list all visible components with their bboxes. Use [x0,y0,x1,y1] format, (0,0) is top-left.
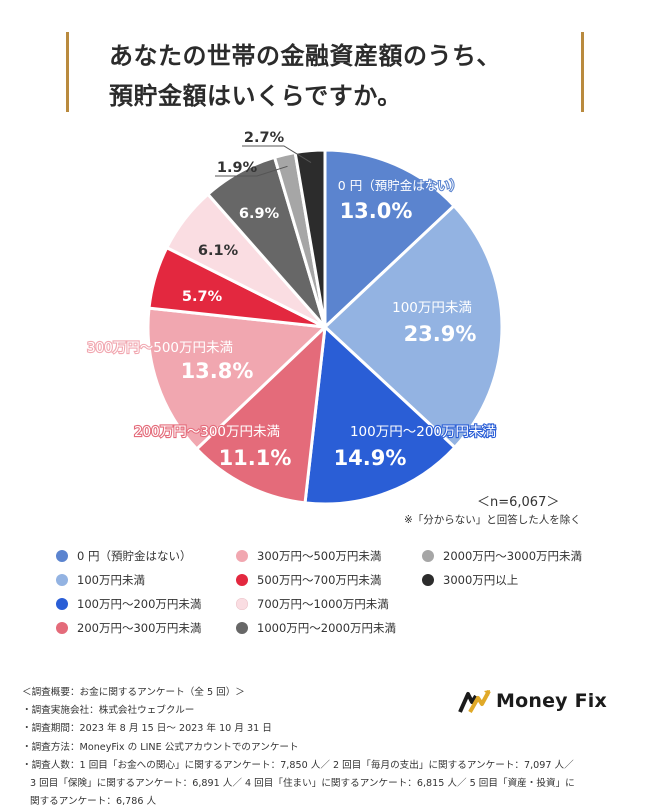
money-fix-logo: Money Fix [458,688,607,714]
legend-label: 3000万円以上 [443,573,519,587]
legend-swatch [236,598,248,610]
slice-value: 2.7% [244,130,285,146]
legend-swatch [236,550,248,562]
legend-item: 2000万円～3000万円未満 [422,548,582,564]
sample-size-note: ＜n=6,067＞ [477,495,560,510]
legend-swatch [56,598,68,610]
legend-item: 700万円～1000万円未満 [236,596,389,612]
chart-title-line2: 預貯金額はいくらですか。 [109,82,402,110]
legend-item: 0 円（預貯金はない） [56,548,191,564]
legend-label: 1000万円～2000万円未満 [257,621,397,635]
legend-item: 3000万円以上 [422,572,518,588]
pie-slice [303,325,457,506]
slice-label: 200万円～300万円未満 [134,424,280,440]
exclusion-note: ※「分からない」と回答した人を除く [404,514,581,526]
slice-label: 0 円（預貯金はない） [338,178,462,193]
legend-label: 2000万円～3000万円未満 [443,549,583,563]
slice-value: 13.8% [181,359,254,383]
slice-label: 100万円未満 [392,300,472,316]
legend-swatch [56,622,68,634]
leader-line [215,165,288,177]
slice-label: 100万円～200万円未満 [350,424,496,440]
legend-label: 500万円～700万円未満 [257,573,382,587]
slice-value: 14.9% [334,446,407,470]
slice-value: 6.9% [239,206,280,222]
legend-label: 300万円～500万円未満 [257,549,382,563]
pie-slice [146,306,327,451]
money-fix-logo-icon [458,690,491,713]
legend-item: 500万円～700万円未満 [236,572,381,588]
survey-line: ・調査期間：2023 年 8 月 15 日～ 2023 年 10 月 31 日 [22,723,272,735]
slice-value: 23.9% [404,322,477,346]
survey-summary: ＜調査概要：お金に関するアンケート（全 5 回）＞ ・調査実施会社：株式会社ウェ… [22,684,632,811]
legend-swatch [236,622,248,634]
survey-line: 関するアンケート：6,786 人 [30,796,157,808]
slice-value: 11.1% [219,446,292,470]
survey-line: ・調査人数：1 回目「お金への関心」に関するアンケート：7,850 人／ 2 回… [22,759,574,771]
survey-line: ・調査実施会社：株式会社ウェブクルー [22,705,195,717]
legend-item: 1000万円～2000万円未満 [236,620,396,636]
slice-label: 300万円～500万円未満 [87,340,233,356]
legend-label: 700万円～1000万円未満 [257,597,389,611]
survey-line: 3 回目「保険」に関するアンケート：6,891 人／ 4 回目「住まい」に関する… [30,778,575,790]
slice-value: 1.9% [217,160,258,176]
slice-value: 5.7% [182,289,223,305]
pie-slice [323,204,504,449]
legend-label: 100万円～200万円未満 [77,597,202,611]
slice-value: 13.0% [340,199,413,223]
slice-value: 6.1% [198,243,239,259]
leader-line [242,145,312,164]
legend: 0 円（預貯金はない） 100万円未満 100万円～200万円未満 200万円～300… [56,548,616,648]
legend-swatch [422,574,434,586]
legend-item: 100万円未満 [56,572,145,588]
pie-slice [195,325,327,505]
pie-slice [323,148,456,329]
legend-swatch [56,550,68,562]
legend-item: 100万円～200万円未満 [56,596,201,612]
legend-item: 200万円～300万円未満 [56,620,201,636]
survey-line: ・調査方法：MoneyFix の LINE 公式アカウントでのアンケート [22,741,299,753]
legend-label: 0 円（預貯金はない） [77,549,192,563]
pie-chart: 0 円（預貯金はない） 13.0% 100万円未満 23.9% 100万円～200万円未… [86,130,504,506]
legend-swatch [56,574,68,586]
legend-label: 100万円未満 [77,573,145,587]
legend-item: 300万円～500万円未満 [236,548,381,564]
logo-text: Money Fix [496,690,607,712]
legend-swatch [236,574,248,586]
legend-label: 200万円～300万円未満 [77,621,202,635]
title-frame: あなたの世帯の金融資産額のうち、 預貯金額はいくらですか。 [66,32,584,112]
legend-swatch [422,550,434,562]
survey-heading: ＜調査概要：お金に関するアンケート（全 5 回）＞ [22,687,245,698]
chart-title-line1: あなたの世帯の金融資産額のうち、 [109,42,501,70]
